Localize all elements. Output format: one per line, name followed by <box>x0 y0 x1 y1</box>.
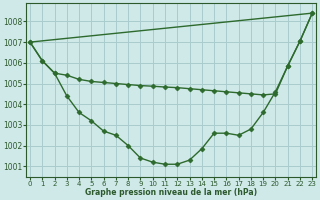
X-axis label: Graphe pression niveau de la mer (hPa): Graphe pression niveau de la mer (hPa) <box>85 188 257 197</box>
